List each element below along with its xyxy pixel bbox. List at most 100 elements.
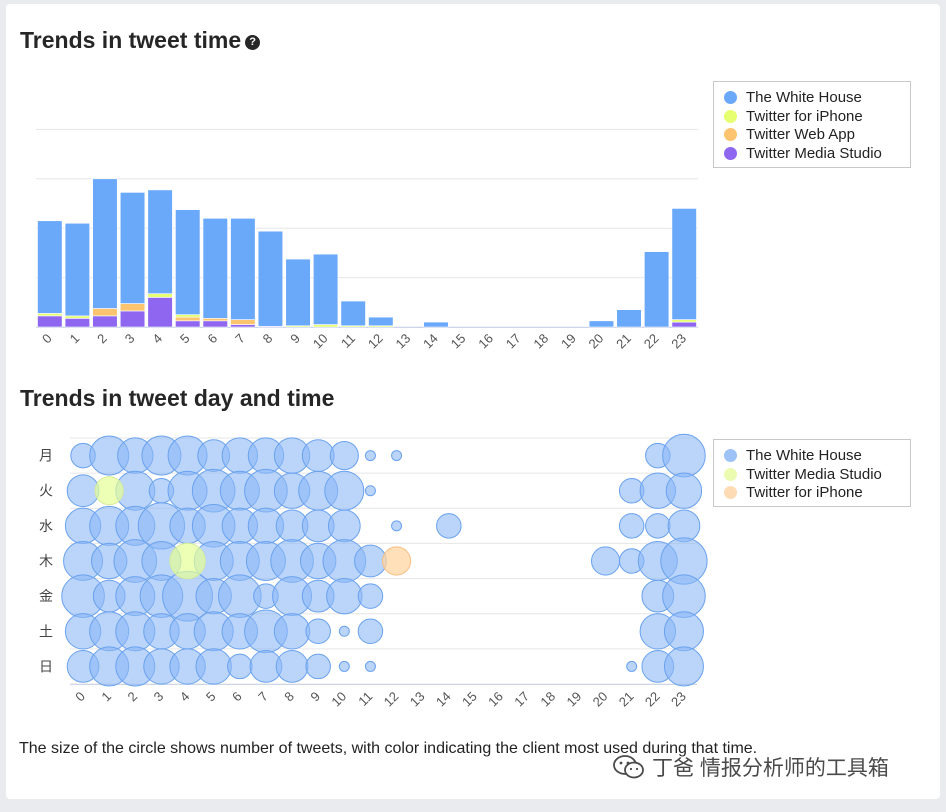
legend-label: The White House (746, 446, 862, 464)
x-tick-label: 5 (203, 689, 219, 705)
bubble (391, 450, 403, 462)
section-title-text: Trends in tweet time (20, 27, 242, 53)
legend-item[interactable]: The White House (724, 446, 900, 465)
x-tick-label: 23 (668, 689, 689, 710)
legend-swatch (724, 128, 737, 142)
bubble (305, 618, 331, 645)
bubble (327, 509, 361, 543)
legend-label: Twitter for iPhone (746, 107, 863, 125)
day-time-legend: The White House Twitter Media Studio Twi… (713, 439, 911, 508)
bubble (662, 433, 706, 478)
bubble (329, 441, 359, 471)
bubble (645, 513, 671, 539)
x-tick-label: 0 (72, 689, 88, 705)
section-title-day-time: Trends in tweet day and time (20, 385, 335, 411)
legend-item[interactable]: Twitter Media Studio (724, 144, 900, 163)
bubble (391, 520, 403, 532)
y-tick-label: 水 (39, 519, 53, 535)
legend-label: Twitter Media Studio (746, 144, 882, 162)
legend-item[interactable]: The White House (724, 88, 900, 107)
legend-item[interactable]: Twitter Web App (724, 125, 900, 144)
bar-segment (257, 230, 284, 327)
legend-swatch (724, 467, 737, 481)
y-tick-label: 日 (39, 659, 53, 675)
bubble (301, 439, 335, 472)
bubble (275, 650, 309, 683)
y-tick-label: 火 (39, 484, 53, 500)
bubble (667, 509, 701, 543)
legend-swatch (724, 448, 737, 462)
legend-swatch (724, 90, 737, 104)
bar-segment (92, 178, 118, 309)
bubble (169, 542, 206, 580)
x-tick-label: 21 (616, 689, 637, 710)
x-tick-label: 15 (459, 689, 480, 710)
bar-segment (202, 218, 228, 319)
legend-label: Twitter Media Studio (746, 465, 882, 483)
legend-item[interactable]: Twitter for iPhone (724, 483, 900, 502)
bubble (618, 513, 645, 539)
bubble (94, 476, 124, 506)
legend-swatch (724, 109, 737, 123)
y-tick-label: 金 (39, 589, 53, 605)
bar-segment (285, 258, 311, 327)
legend-label: Twitter Web App (746, 126, 855, 144)
x-tick-label: 12 (381, 689, 402, 710)
bubble (663, 646, 704, 687)
x-tick-label: 17 (511, 689, 532, 710)
bubble (227, 653, 253, 680)
bar-segment (616, 309, 642, 328)
x-tick-label: 20 (590, 689, 611, 710)
x-tick-label: 14 (433, 689, 454, 710)
x-tick-label: 22 (642, 689, 663, 710)
bar-segment (671, 208, 697, 320)
x-tick-label: 8 (281, 689, 297, 705)
bar-segment (119, 192, 146, 304)
chart-caption: The size of the circle shows number of t… (19, 740, 758, 757)
x-tick-label: 19 (564, 689, 585, 710)
bar-segment (175, 209, 201, 315)
bar-segment (644, 251, 670, 328)
x-tick-label: 3 (151, 689, 167, 705)
bar-segment (147, 189, 173, 294)
bubble (364, 485, 376, 497)
bubble (436, 513, 462, 539)
legend-item[interactable]: Twitter Media Studio (724, 465, 900, 484)
bubble (364, 450, 376, 462)
bar-segment (423, 321, 449, 328)
x-tick-label: 7 (255, 689, 271, 705)
y-tick-label: 土 (39, 624, 53, 640)
x-tick-label: 13 (407, 689, 428, 710)
bubble (305, 653, 331, 680)
x-tick-label: 1 (98, 689, 114, 705)
bubble (364, 660, 376, 672)
bubble (338, 660, 350, 672)
bar-segment (368, 316, 394, 327)
bubble (354, 544, 387, 578)
x-tick-label: 2 (125, 689, 141, 705)
bubble (381, 546, 412, 576)
x-tick-label: 9 (307, 689, 323, 705)
legend-item[interactable]: Twitter for iPhone (724, 107, 900, 126)
legend-label: The White House (746, 88, 862, 106)
legend-swatch (724, 486, 737, 500)
watermark-text: 丁爸 情报分析师的工具箱 (652, 757, 889, 780)
x-tick-label: 11 (355, 689, 375, 709)
bubble (273, 613, 311, 650)
bubble (662, 574, 706, 618)
help-icon[interactable]: ? (245, 35, 261, 50)
bubble (66, 474, 100, 508)
tweet-time-legend: The White House Twitter for iPhone Twitt… (713, 81, 911, 168)
x-tick-label: 4 (177, 689, 193, 705)
bubble (663, 611, 704, 652)
wechat-icon (613, 755, 644, 779)
bar-segment (230, 218, 256, 320)
bar-segment (147, 297, 173, 328)
bubble (326, 577, 363, 615)
watermark: 丁爸 情报分析师的工具箱 (612, 752, 889, 782)
bubble (626, 660, 638, 672)
x-tick-label: 6 (229, 689, 245, 705)
x-tick-label: 16 (485, 689, 506, 710)
